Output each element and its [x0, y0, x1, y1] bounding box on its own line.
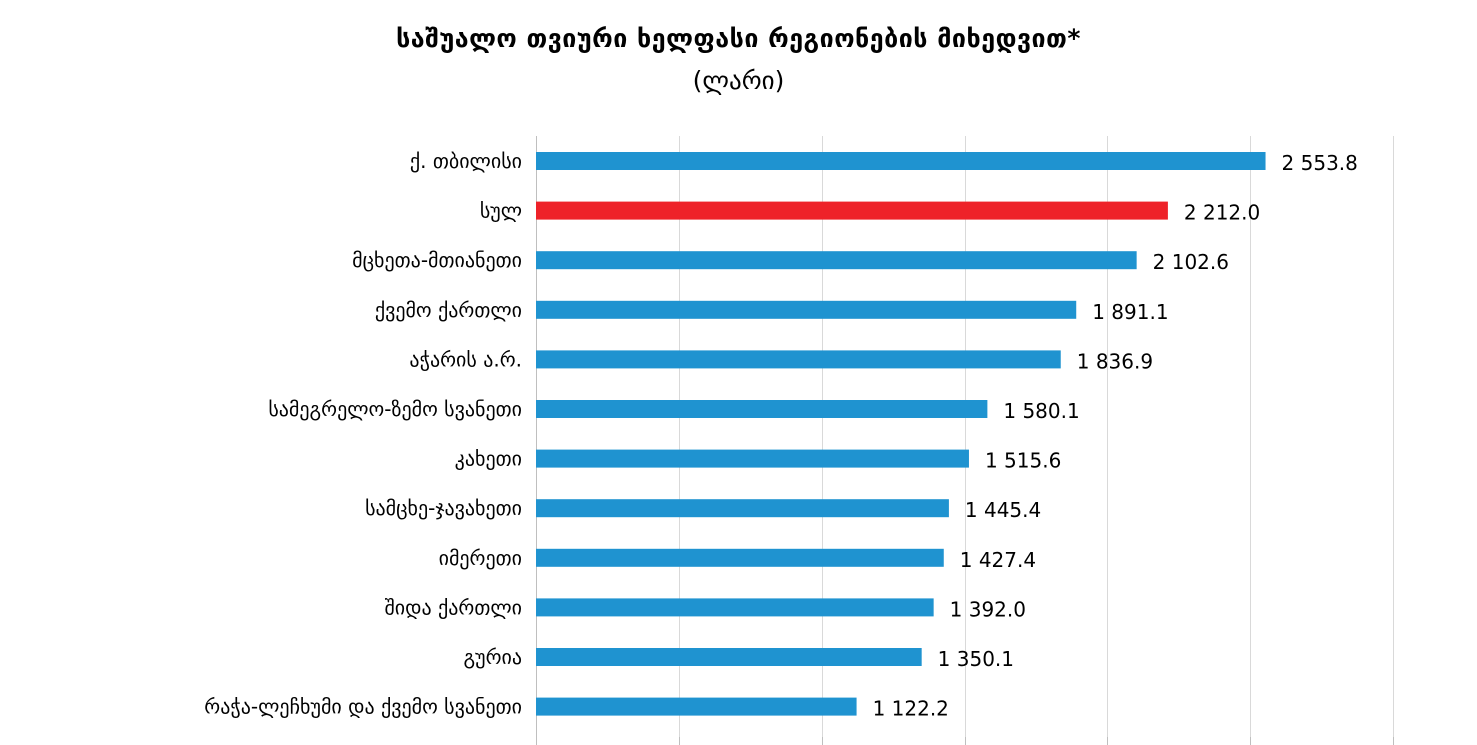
- bar: [536, 499, 949, 518]
- bar: [536, 350, 1061, 369]
- data-label: 1 445.4: [965, 498, 1041, 522]
- category-label: სამცხე-ჯავახეთი: [365, 496, 522, 520]
- bar-total: [536, 201, 1168, 220]
- data-label: 1 836.9: [1077, 349, 1153, 373]
- data-label: 1 122.2: [873, 697, 949, 721]
- labels: ქ. თბილისი 2 553.8 სულ 2 212.0 მცხეთა-მთიანე…: [204, 149, 1358, 721]
- bar: [536, 449, 969, 468]
- data-label: 1 392.0: [950, 597, 1026, 621]
- category-label: სულ: [480, 199, 522, 223]
- category-label: სამეგრელო-ზემო სვანეთი: [268, 397, 522, 421]
- chart-subtitle: (ლარი): [692, 66, 785, 95]
- bars: [536, 152, 1266, 716]
- bar: [536, 648, 922, 666]
- data-label: 1 427.4: [960, 548, 1036, 572]
- data-label: 2 102.6: [1153, 250, 1229, 274]
- data-label: 1 350.1: [938, 647, 1014, 671]
- bar: [536, 152, 1266, 170]
- category-label: იმერეთი: [439, 546, 522, 570]
- category-label: გურია: [464, 645, 523, 669]
- data-label: 1 891.1: [1092, 300, 1168, 324]
- bar: [536, 598, 934, 617]
- data-label: 1 515.6: [985, 449, 1061, 473]
- category-label: მცხეთა-მთიანეთი: [352, 248, 522, 272]
- category-label: კახეთი: [455, 447, 522, 471]
- category-label: ქვემო ქართლი: [375, 298, 522, 322]
- data-label: 2 553.8: [1282, 151, 1358, 175]
- bar: [536, 300, 1077, 319]
- category-label: აჭარის ა.რ.: [409, 347, 522, 371]
- data-label: 1 580.1: [1003, 399, 1079, 423]
- bar: [536, 251, 1137, 270]
- category-label: ქ. თბილისი: [410, 149, 522, 173]
- gridlines: [536, 136, 1394, 745]
- category-label: შიდა ქართლი: [384, 595, 522, 619]
- bar: [536, 697, 857, 716]
- category-label: რაჭა-ლეჩხუმი და ქვემო სვანეთი: [204, 695, 522, 719]
- data-label: 2 212.0: [1184, 201, 1260, 225]
- bar: [536, 548, 944, 567]
- bar: [536, 400, 988, 418]
- chart-title: საშუალო თვიური ხელფასი რეგიონების მიხედვ…: [396, 24, 1081, 53]
